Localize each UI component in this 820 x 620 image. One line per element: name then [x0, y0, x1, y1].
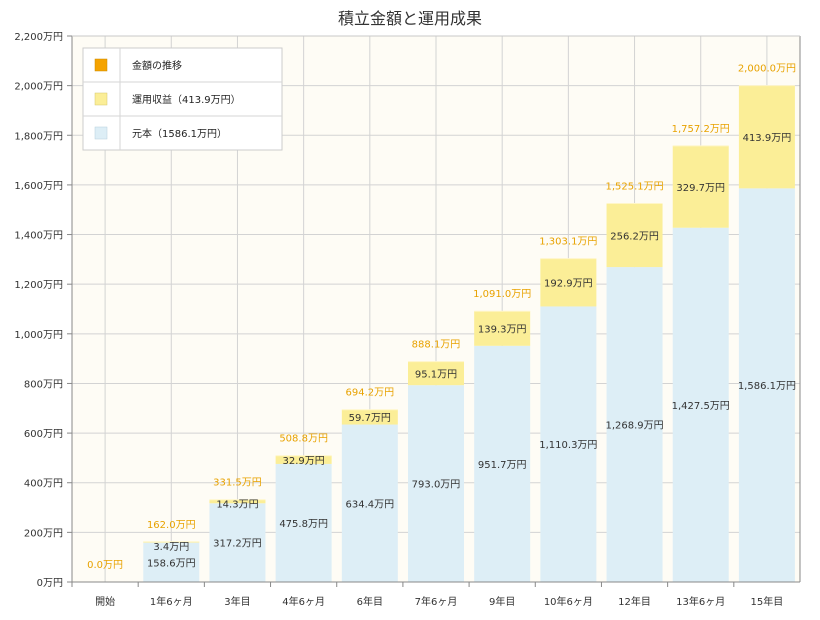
x-tick-label: 開始	[95, 595, 115, 608]
bar-return	[474, 311, 531, 346]
y-tick-label: 1,400万円	[14, 231, 63, 242]
label-principal: 951.7万円	[478, 460, 527, 471]
bar-principal	[606, 267, 663, 582]
x-tick-label: 7年6ヶ月	[415, 595, 458, 608]
x-tick-label: 10年6ヶ月	[544, 595, 593, 608]
label-return: 59.7万円	[349, 413, 391, 424]
bar-principal	[408, 385, 464, 582]
x-tick-label: 3年目	[224, 595, 250, 608]
bar-principal	[672, 227, 729, 582]
legend-label-return: 運用収益（413.9万円）	[132, 93, 241, 106]
label-total: 1,525.1万円	[605, 181, 663, 192]
label-return: 139.3万円	[478, 325, 527, 336]
label-return: 329.7万円	[676, 183, 725, 194]
bar-principal	[209, 503, 266, 582]
y-tick-label: 800万円	[24, 379, 63, 390]
y-tick-label: 600万円	[24, 429, 63, 440]
label-principal: 158.6万円	[147, 558, 196, 569]
bar-return	[408, 361, 464, 386]
label-principal: 475.8万円	[279, 519, 328, 530]
x-tick-label: 6年目	[357, 595, 383, 608]
y-tick-label: 2,000万円	[14, 82, 63, 93]
label-principal: 1,268.9万円	[605, 421, 663, 432]
x-tick-label: 1年6ヶ月	[150, 595, 193, 608]
data-labels: 0.0万円 158.6万円 3.4万円 162.0万円 317.2万円 14.3万円 331…	[87, 64, 796, 571]
label-return: 192.9万円	[544, 279, 593, 290]
label-principal: 1,110.3万円	[539, 440, 597, 451]
x-tick-label: 12年目	[618, 595, 651, 608]
x-tick-label: 13年6ヶ月	[676, 595, 725, 608]
y-tick-label: 1,200万円	[14, 280, 63, 291]
label-total: 508.8万円	[279, 434, 328, 445]
label-total: 162.0万円	[147, 520, 196, 531]
bar-return	[275, 455, 332, 464]
legend-swatch-return	[94, 92, 108, 106]
bars	[143, 85, 795, 582]
label-total: 1,091.0万円	[473, 289, 531, 300]
legend-label-total: 金額の推移	[132, 59, 182, 72]
y-tick-label: 200万円	[24, 528, 63, 539]
bar-principal	[275, 463, 332, 582]
bar-return	[606, 203, 663, 268]
label-total: 2,000.0万円	[738, 64, 796, 75]
label-total: 1,303.1万円	[539, 237, 597, 248]
bar-principal	[143, 542, 200, 582]
label-principal: 634.4万円	[345, 499, 394, 510]
label-return: 256.2万円	[610, 231, 659, 242]
legend-label-principal: 元本（1586.1万円）	[132, 127, 227, 140]
label-return: 3.4万円	[153, 542, 189, 553]
label-total: 1,757.2万円	[672, 124, 730, 135]
label-total: 331.5万円	[213, 478, 262, 489]
y-tick-label: 2,200万円	[14, 32, 63, 43]
bar-principal	[738, 188, 795, 582]
bar-return	[672, 145, 729, 228]
label-return: 413.9万円	[743, 133, 792, 144]
legend-box	[82, 47, 283, 151]
bar-principal	[474, 345, 531, 582]
bar-return	[738, 85, 795, 189]
legend-swatch-total	[94, 58, 108, 72]
label-principal: 317.2万円	[213, 539, 262, 550]
legend-swatch-principal	[94, 126, 108, 140]
x-tick-label: 9年目	[489, 595, 515, 608]
label-total: 694.2万円	[345, 388, 394, 399]
y-tick-label: 1,800万円	[14, 131, 63, 142]
label-principal: 793.0万円	[412, 480, 461, 491]
label-return: 32.9万円	[283, 456, 325, 467]
chart-title: 積立金額と運用成果	[338, 9, 482, 28]
label-return: 14.3万円	[216, 500, 258, 511]
bar-return	[540, 258, 597, 307]
y-tick-label: 0万円	[37, 578, 63, 589]
x-tick-label: 4年6ヶ月	[282, 595, 325, 608]
bar-principal	[341, 424, 398, 582]
bar-return	[209, 499, 266, 504]
axes: 0万円 200万円 400万円 600万円 800万円 1,000万円 1,200万円 1,4…	[14, 32, 801, 608]
y-tick-label: 1,000万円	[14, 330, 63, 341]
label-total: 888.1万円	[412, 340, 461, 351]
label-return: 95.1万円	[415, 369, 457, 380]
x-tick-label: 15年目	[751, 595, 784, 608]
bar-return	[341, 409, 398, 425]
y-tick-label: 1,600万円	[14, 181, 63, 192]
bar-principal	[540, 306, 597, 582]
legend: 金額の推移 運用収益（413.9万円） 元本（1586.1万円）	[82, 47, 283, 151]
label-total: 0.0万円	[87, 560, 123, 571]
y-tick-label: 400万円	[24, 479, 63, 490]
label-principal: 1,427.5万円	[672, 401, 730, 412]
label-principal: 1,586.1万円	[738, 381, 796, 392]
